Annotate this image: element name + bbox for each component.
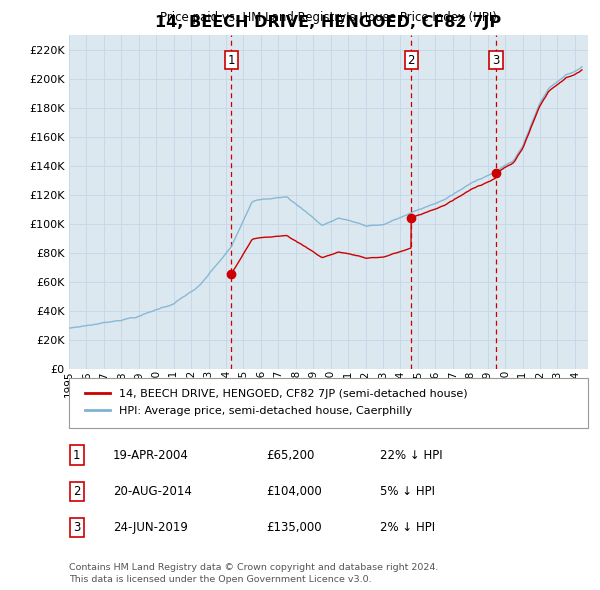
Title: 14, BEECH DRIVE, HENGOED, CF82 7JP: 14, BEECH DRIVE, HENGOED, CF82 7JP (155, 15, 502, 30)
Text: 24-JUN-2019: 24-JUN-2019 (113, 521, 188, 534)
Text: 22% ↓ HPI: 22% ↓ HPI (380, 448, 443, 462)
FancyBboxPatch shape (69, 378, 588, 428)
Text: Price paid vs. HM Land Registry's House Price Index (HPI): Price paid vs. HM Land Registry's House … (160, 11, 497, 24)
Text: £65,200: £65,200 (266, 448, 314, 462)
Text: 2% ↓ HPI: 2% ↓ HPI (380, 521, 436, 534)
Text: 3: 3 (493, 54, 500, 67)
Legend: 14, BEECH DRIVE, HENGOED, CF82 7JP (semi-detached house), HPI: Average price, se: 14, BEECH DRIVE, HENGOED, CF82 7JP (semi… (80, 384, 473, 422)
Text: 1: 1 (227, 54, 235, 67)
Text: £135,000: £135,000 (266, 521, 322, 534)
Text: 1: 1 (73, 448, 80, 462)
Text: 20-AUG-2014: 20-AUG-2014 (113, 485, 192, 498)
Text: 2: 2 (73, 485, 80, 498)
Text: Contains HM Land Registry data © Crown copyright and database right 2024.
This d: Contains HM Land Registry data © Crown c… (69, 563, 439, 584)
Text: 19-APR-2004: 19-APR-2004 (113, 448, 189, 462)
Text: 5% ↓ HPI: 5% ↓ HPI (380, 485, 436, 498)
Text: £104,000: £104,000 (266, 485, 322, 498)
Text: 3: 3 (73, 521, 80, 534)
Text: 2: 2 (407, 54, 415, 67)
